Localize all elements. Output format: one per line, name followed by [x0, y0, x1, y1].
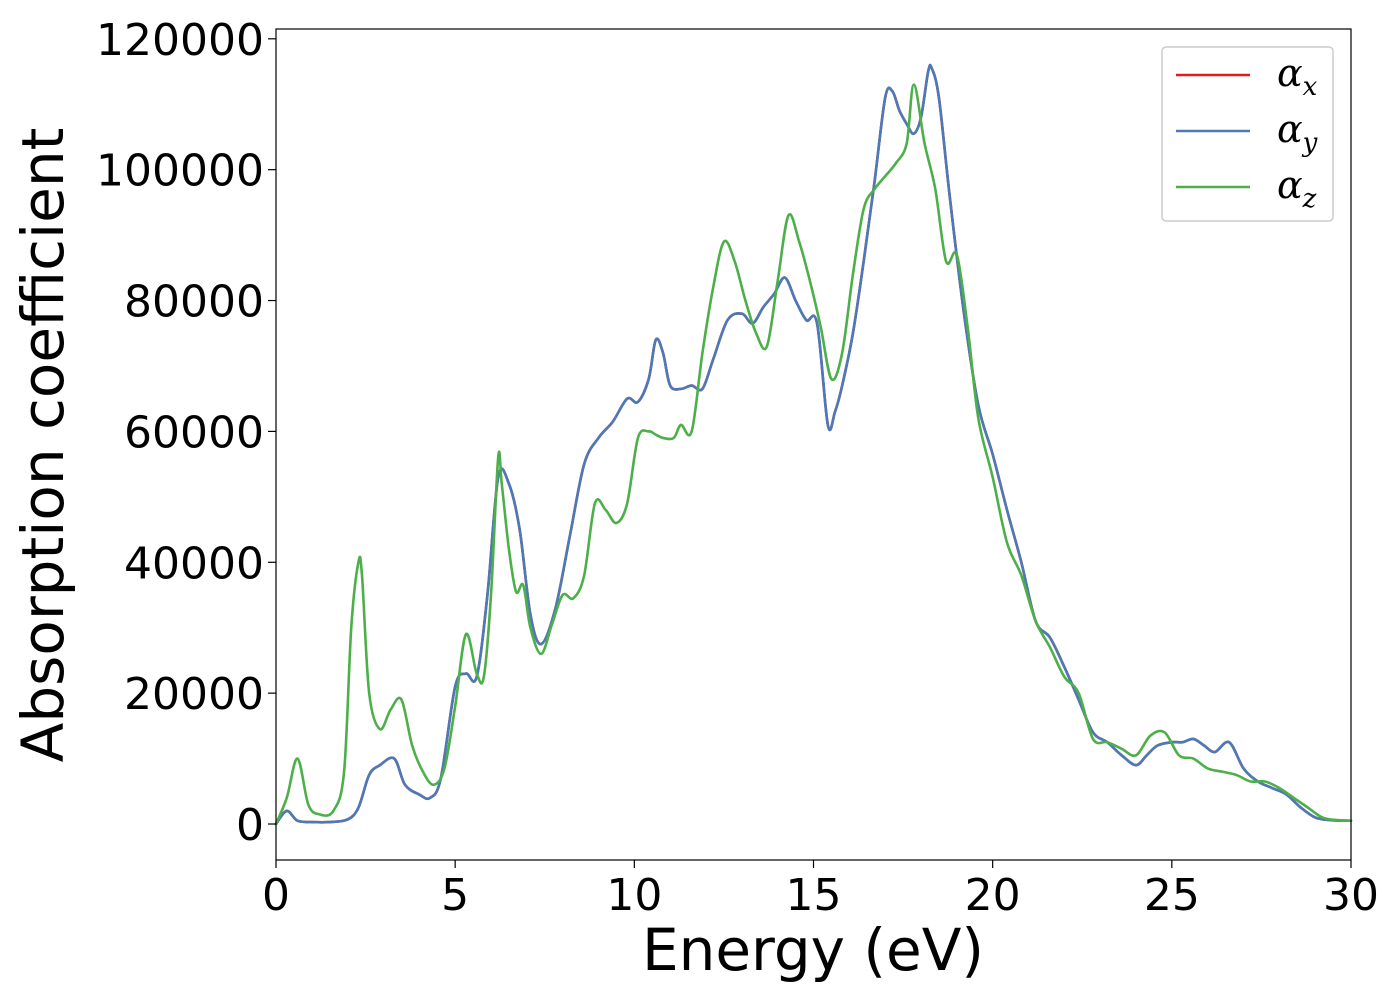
- x-tick-label: 0: [262, 870, 290, 921]
- y-tick-label: 120000: [96, 15, 264, 66]
- x-tick-label: 5: [441, 870, 469, 921]
- y-tick-label: 40000: [124, 538, 264, 589]
- y-tick-label: 0: [236, 800, 264, 851]
- y-tick-label: 100000: [96, 146, 264, 197]
- legend-box: [1161, 46, 1334, 222]
- series-line-y: [274, 63, 1353, 826]
- x-axis-ticks: 0 5 10 15 20 25 30: [262, 860, 1379, 921]
- x-tick-label: 20: [965, 870, 1021, 921]
- series-layer: [274, 63, 1353, 826]
- x-axis-title: Energy (eV): [642, 916, 984, 984]
- series-line-z: [274, 83, 1353, 826]
- y-tick-label: 60000: [124, 407, 264, 458]
- y-axis-ticks: 0 20000 40000 60000 80000 100000 120000: [96, 15, 276, 851]
- legend-label-x: αx: [1277, 51, 1318, 102]
- legend-label-y: αy: [1277, 107, 1318, 158]
- x-tick-label: 30: [1323, 870, 1379, 921]
- x-tick-label: 25: [1144, 870, 1200, 921]
- y-axis-title: Absorption coefficient: [9, 128, 77, 763]
- x-tick-label: 10: [606, 870, 662, 921]
- y-tick-label: 20000: [124, 669, 264, 720]
- y-tick-label: 80000: [124, 277, 264, 328]
- x-tick-label: 15: [786, 870, 842, 921]
- legend-label-z: αz: [1277, 163, 1317, 214]
